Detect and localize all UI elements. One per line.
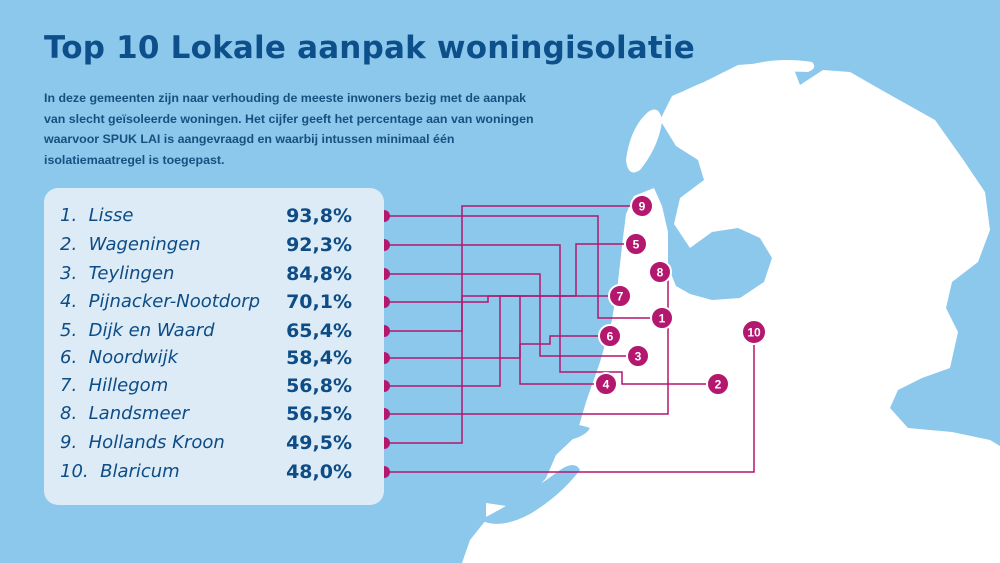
connector-2 [384, 244, 718, 385]
map-water-ijsselmeer [689, 234, 759, 294]
connector-10 [384, 332, 755, 473]
ranking-percentage: 56,8% [286, 375, 352, 397]
ranking-percentage: 56,5% [286, 403, 352, 425]
ranking-name: 10. Blaricum [60, 461, 180, 482]
map-markers: 9 5 8 7 1 6 10 3 4 2 [594, 194, 767, 396]
ranking-percentage: 49,5% [286, 432, 352, 454]
svg-text:4: 4 [603, 378, 610, 392]
page-title: Top 10 Lokale aanpak woningisolatie [44, 30, 695, 66]
connector-1 [384, 215, 662, 319]
map-island-vlieland [670, 74, 741, 109]
ranking-percentage: 58,4% [286, 347, 352, 369]
ranking-name: 8. Landsmeer [60, 403, 189, 424]
intro-text: In deze gemeenten zijn naar verhouding d… [44, 91, 534, 167]
ranking-percentage: 93,8% [286, 205, 352, 227]
svg-text:8: 8 [657, 266, 664, 280]
ranking-percentage: 92,3% [286, 234, 352, 256]
map-island-texel [626, 109, 662, 173]
svg-text:10: 10 [747, 326, 761, 340]
ranking-name: 7. Hillegom [60, 375, 169, 396]
ranking-name: 5. Dijk en Waard [60, 320, 215, 341]
map-land-mainland [462, 62, 1000, 563]
ranking-percentage: 70,1% [286, 291, 352, 313]
svg-text:7: 7 [617, 290, 624, 304]
ranking-name: 2. Wageningen [60, 234, 201, 255]
connector-7 [384, 295, 620, 387]
ranking-percentage: 48,0% [286, 461, 352, 483]
map-marker-9: 9 [630, 194, 654, 218]
list-dots [378, 210, 390, 478]
map-water-delta-2 [540, 424, 590, 443]
ranking-name: 4. Pijnacker-Nootdorp [60, 291, 261, 312]
ranking-percentage: 84,8% [286, 263, 352, 285]
connector-6 [384, 335, 610, 359]
map-marker-3: 3 [626, 344, 650, 368]
map-marker-5: 5 [624, 232, 648, 256]
map-marker-4: 4 [594, 372, 618, 396]
ranking-name: 9. Hollands Kroon [60, 432, 225, 453]
svg-text:9: 9 [639, 200, 646, 214]
connector-3 [384, 273, 638, 357]
map-island-terschelling [734, 60, 815, 78]
map-marker-7: 7 [608, 284, 632, 308]
ranking-name: 1. Lisse [60, 205, 134, 226]
ranking-panel [44, 188, 384, 505]
connector-9 [384, 205, 642, 444]
map-marker-6: 6 [598, 324, 622, 348]
map-marker-10: 10 [741, 319, 767, 345]
svg-text:5: 5 [633, 238, 640, 252]
svg-text:3: 3 [635, 350, 642, 364]
map-marker-2: 2 [706, 372, 730, 396]
ranking-percentage: 65,4% [286, 320, 352, 342]
svg-text:6: 6 [607, 330, 614, 344]
map-marker-1: 1 [650, 306, 674, 330]
svg-text:2: 2 [715, 378, 722, 392]
ranking-name: 3. Teylingen [60, 263, 175, 284]
connector-4 [384, 295, 606, 385]
ranking-name: 6. Noordwijk [60, 347, 179, 368]
map-marker-8: 8 [648, 260, 672, 284]
svg-text:1: 1 [659, 312, 666, 326]
map-water-delta [480, 465, 580, 524]
